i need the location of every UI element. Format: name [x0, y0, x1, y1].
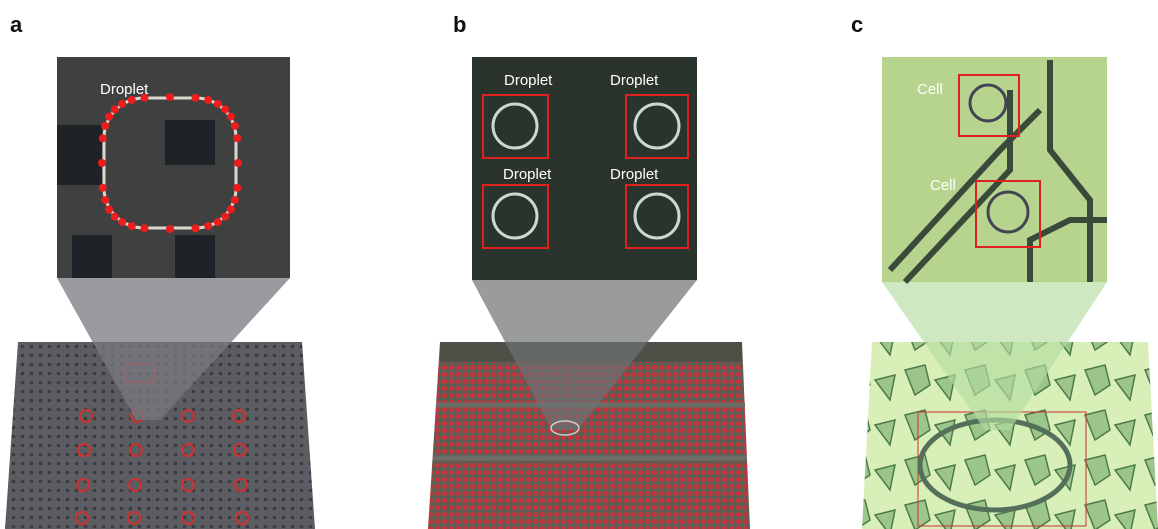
panel-c: c Cell Cell [851, 12, 1158, 529]
outline-dot [111, 105, 119, 113]
figure: a Droplet b Droplet [0, 0, 1158, 529]
outline-dot [214, 218, 222, 226]
outline-dot [234, 159, 242, 167]
panel-label: c [851, 12, 863, 37]
annotation: Droplet [504, 72, 553, 89]
outline-dot [118, 100, 126, 108]
outline-dot [204, 222, 212, 230]
outline-dot [140, 224, 148, 232]
outline-dot [227, 113, 235, 121]
outline-dot [231, 196, 239, 204]
annotation: Droplet [610, 166, 659, 183]
outline-dot [111, 213, 119, 221]
panel-label: a [10, 12, 23, 37]
annotation: Droplet [503, 166, 552, 183]
outline-dot [204, 96, 212, 104]
zoom-image [882, 57, 1107, 282]
outline-dot [99, 184, 107, 192]
outline-dot [101, 122, 109, 130]
outline-dot [98, 159, 106, 167]
outline-dot [221, 213, 229, 221]
panel-b: b Droplet Droplet Droplet Droplet [428, 12, 750, 529]
annotation: Droplet [610, 72, 659, 89]
outline-dot [118, 218, 126, 226]
outline-dot [105, 113, 113, 121]
outline-dot [221, 105, 229, 113]
panel-a: a Droplet [5, 12, 315, 529]
outline-dot [166, 225, 174, 233]
outline-dot [128, 222, 136, 230]
outline-dot [166, 93, 174, 101]
outline-dot [227, 205, 235, 213]
outline-dot [105, 205, 113, 213]
annotation: Cell [917, 81, 943, 98]
outline-dot [233, 184, 241, 192]
outline-dot [231, 122, 239, 130]
outline-dot [214, 100, 222, 108]
panel-label: b [453, 12, 466, 37]
outline-dot [101, 196, 109, 204]
annotation: Cell [930, 177, 956, 194]
outline-dot [99, 134, 107, 142]
outline-dot [192, 94, 200, 102]
outline-dot [233, 134, 241, 142]
outline-dot [192, 224, 200, 232]
annotation: Droplet [100, 81, 149, 98]
